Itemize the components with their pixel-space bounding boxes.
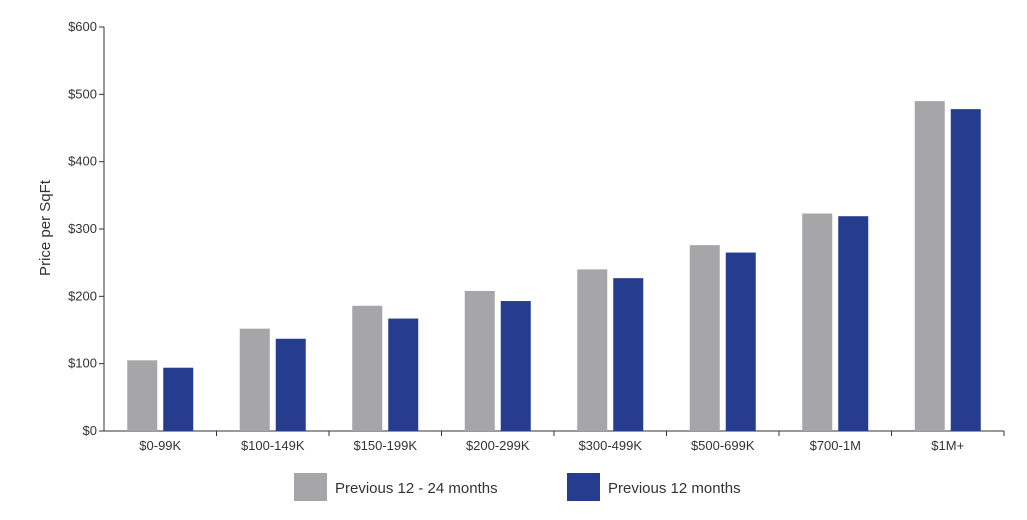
legend-item: Previous 12 - 24 months (294, 473, 498, 501)
legend-label: Previous 12 months (608, 480, 741, 497)
bar-previous-12-months (725, 252, 756, 431)
bar-previous-12-months (950, 109, 981, 431)
y-tick-label: $500 (68, 86, 97, 101)
bar-previous-12-months (500, 301, 531, 431)
x-tick-label: $300-499K (578, 438, 642, 453)
bar-previous-12-months (388, 318, 419, 431)
y-tick-label: $300 (68, 221, 97, 236)
bar-previous-12-24-months (577, 269, 608, 431)
bar-group (689, 245, 756, 431)
x-tick-label: $100-149K (241, 438, 305, 453)
y-tick-label: $0 (83, 423, 97, 438)
bar-group (802, 213, 869, 431)
bar-group (239, 328, 306, 431)
bar-previous-12-24-months (239, 328, 270, 431)
bar-previous-12-24-months (802, 213, 833, 431)
bar-previous-12-24-months (914, 101, 945, 432)
legend-swatch (567, 473, 600, 501)
bar-group (127, 360, 194, 431)
y-tick-label: $400 (68, 154, 97, 169)
x-tick-label: $150-199K (353, 438, 417, 453)
y-tick-label: $100 (68, 356, 97, 371)
legend-swatch (294, 473, 327, 501)
bar-previous-12-24-months (464, 290, 495, 431)
y-tick-label: $600 (68, 19, 97, 34)
x-tick-label: $500-699K (691, 438, 755, 453)
bar-previous-12-months (838, 216, 869, 431)
bar-previous-12-months (275, 338, 306, 431)
bar-previous-12-months (613, 278, 644, 431)
legend: Previous 12 - 24 months Previous 12 month… (294, 473, 741, 501)
bar-group (352, 305, 419, 431)
bar-group (464, 290, 531, 431)
bar-previous-12-months (163, 367, 194, 431)
bar-previous-12-24-months (689, 245, 720, 431)
plot-area: $0 $100 $200 $300 $400 $500 $600 $0-99K $100-149… (68, 19, 1005, 453)
x-tick-label: $0-99K (139, 438, 181, 453)
x-tick-label: $200-299K (466, 438, 530, 453)
y-axis-title: Price per SqFt (37, 179, 54, 276)
y-tick-label: $200 (68, 288, 97, 303)
legend-label: Previous 12 - 24 months (335, 480, 498, 497)
bar-previous-12-24-months (352, 305, 383, 431)
legend-item: Previous 12 months (567, 473, 741, 501)
x-tick-label: $1M+ (931, 438, 964, 453)
bar-previous-12-24-months (127, 360, 158, 431)
bar-group (577, 269, 644, 431)
bar-group (914, 101, 981, 432)
x-tick-label: $700-1M (810, 438, 861, 453)
